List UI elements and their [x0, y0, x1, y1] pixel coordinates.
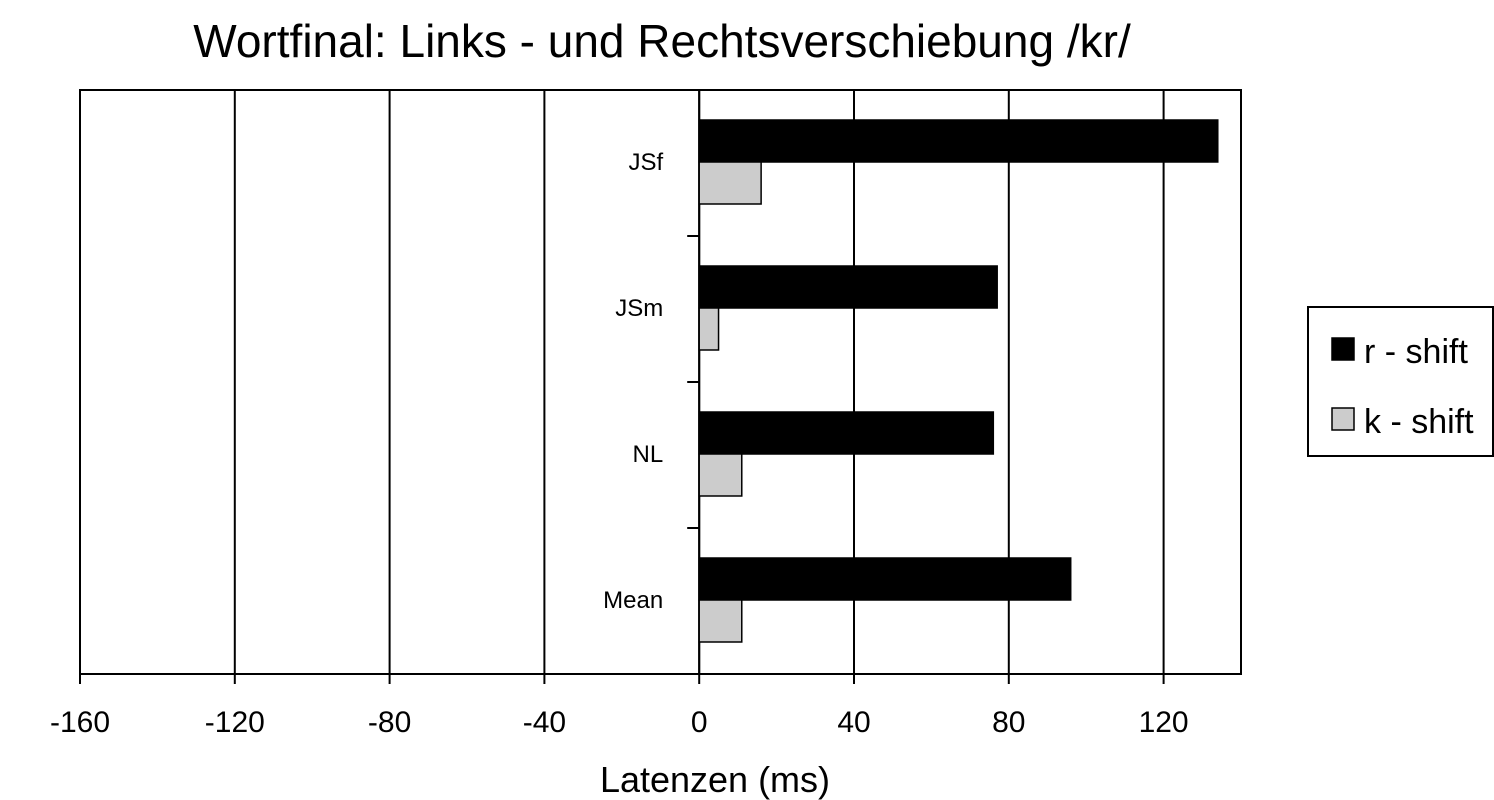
plot-frame [79, 89, 1242, 675]
x-tick-label: 0 [691, 706, 708, 739]
legend-swatch [1331, 407, 1355, 431]
bar-r-shift-jsf [698, 119, 1219, 163]
x-tick-label: -40 [523, 706, 566, 739]
legend-box [1307, 306, 1494, 457]
legend-swatch [1331, 337, 1355, 361]
x-axis-ticks: -160 -120 -80 -40 0 40 80 120 [50, 674, 1189, 739]
bar-k-shift-nl [698, 453, 743, 497]
bar-k-shift-mean [698, 599, 743, 643]
bar-r-shift-jsm [698, 265, 998, 309]
bar-r-shift-mean [698, 557, 1072, 601]
x-tick-label: 40 [837, 706, 870, 739]
chart-title: Wortfinal: Links - und Rechtsverschiebun… [193, 15, 1131, 67]
x-axis-label: Latenzen (ms) [600, 759, 830, 800]
x-tick-label: -120 [205, 706, 265, 739]
bar-k-shift-jsm [698, 307, 720, 351]
x-tick-label: 80 [992, 706, 1025, 739]
category-label: NL [633, 441, 664, 468]
category-label: JSf [629, 149, 664, 176]
legend-label: k - shift [1364, 403, 1474, 441]
x-tick-label: 120 [1139, 706, 1189, 739]
category-label: Mean [603, 587, 663, 614]
plot-area: JSf JSm NL Mean [79, 89, 1242, 675]
x-tick-label: -160 [50, 706, 110, 739]
category-label: JSm [615, 295, 663, 322]
legend: r - shift k - shift [1307, 306, 1494, 457]
bar-k-shift-jsf [698, 161, 762, 205]
x-tick-label: -80 [368, 706, 411, 739]
bar-r-shift-nl [698, 411, 995, 455]
legend-label: r - shift [1364, 333, 1468, 371]
